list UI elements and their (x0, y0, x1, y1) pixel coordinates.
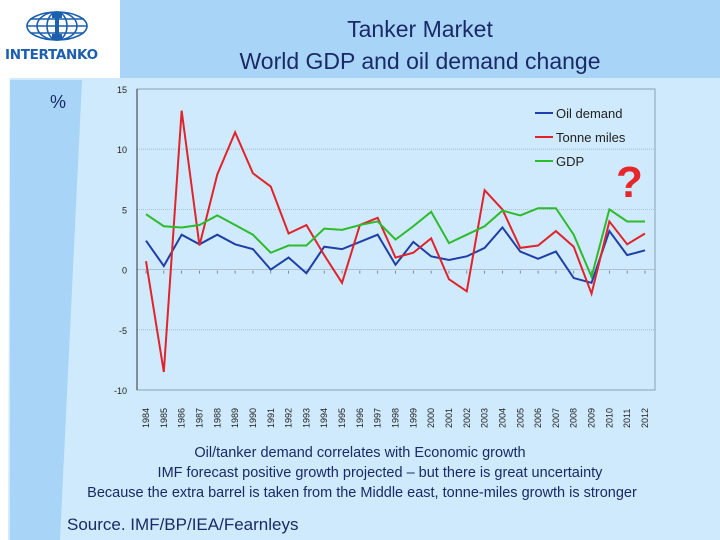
question-mark: ? (616, 158, 643, 207)
x-tick-label: 1996 (355, 408, 365, 428)
x-tick-label: 1987 (194, 408, 204, 428)
legend-label: Oil demand (556, 106, 622, 121)
x-tick-label: 1999 (408, 408, 418, 428)
x-tick-label: 2007 (551, 408, 561, 428)
x-tick-label: 1989 (230, 408, 240, 428)
x-tick-label: 2002 (462, 408, 472, 428)
note-line-1: Oil/tanker demand correlates with Econom… (194, 445, 526, 461)
intertanko-logo: INTERTANKO (0, 0, 120, 78)
legend-label: GDP (556, 154, 584, 169)
y-tick-label: 0 (122, 266, 127, 276)
x-tick-label: 1997 (373, 408, 383, 428)
source-text: Source. IMF/BP/IEA/Fearnleys (67, 515, 299, 534)
x-tick-label: 1992 (284, 408, 294, 428)
x-tick-label: 1991 (266, 408, 276, 428)
x-tick-label: 1985 (159, 408, 169, 428)
x-tick-label: 1998 (391, 408, 401, 428)
y-tick-label: -5 (119, 326, 127, 336)
globe-icon (26, 11, 88, 41)
x-tick-label: 1993 (301, 408, 311, 428)
unit-label: % (50, 92, 67, 112)
x-tick-label: 1990 (248, 408, 258, 428)
x-tick-label: 2003 (480, 408, 490, 428)
slide-subtitle: World GDP and oil demand change (239, 48, 601, 74)
x-tick-label: 2012 (640, 408, 650, 428)
x-tick-label: 1986 (177, 408, 187, 428)
x-tick-label: 1984 (141, 408, 151, 428)
y-tick-label: 5 (122, 205, 127, 215)
x-tick-label: 2009 (587, 408, 597, 428)
y-tick-label: 15 (117, 85, 127, 95)
x-tick-label: 2004 (497, 408, 507, 428)
note-line-3: Because the extra barrel is taken from t… (87, 485, 637, 501)
note-line-2: IMF forecast positive growth projected –… (157, 465, 603, 481)
slide-title: Tanker Market (347, 16, 493, 42)
y-tick-label: 10 (117, 145, 127, 155)
x-tick-label: 2010 (604, 408, 614, 428)
y-tick-label: -10 (114, 386, 127, 396)
legend-label: Tonne miles (556, 130, 626, 145)
x-tick-label: 2006 (533, 408, 543, 428)
x-tick-label: 1995 (337, 408, 347, 428)
x-tick-label: 2011 (622, 409, 632, 428)
x-tick-label: 1988 (212, 408, 222, 428)
x-tick-label: 2000 (426, 408, 436, 428)
x-tick-label: 2008 (569, 408, 579, 428)
series-line-tonne-miles (145, 110, 646, 373)
x-tick-label: 1994 (319, 408, 329, 428)
x-tick-label: 2005 (515, 408, 525, 428)
x-tick-label: 2001 (444, 408, 454, 428)
logo-text: INTERTANKO (5, 47, 98, 63)
